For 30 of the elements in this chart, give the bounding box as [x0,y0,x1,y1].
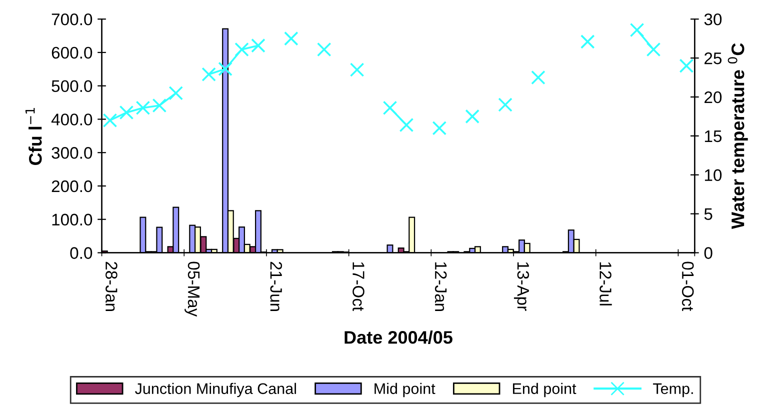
y2-tick-label: 20 [704,91,722,104]
y2-tick-label: 15 [704,130,722,142]
legend-label: Junction Minufiya Canal [135,382,296,398]
x-tick-label: 01-Oct [682,262,694,311]
x-tick-label: 13-Apr [514,262,530,311]
y-tick-label: 200.0 [52,180,92,192]
y-tick-label: 700.0 [52,13,92,26]
y-tick-label: 400.0 [51,114,92,126]
legend-label: Mid point [374,382,436,398]
y2-axis-title: Water temperature $^{0}$C [728,43,748,230]
y-tick-label: 300.0 [52,147,92,159]
y2-tick-label: 10 [704,169,722,182]
y2-tick-label: 30 [704,13,722,26]
x-tick-label: 05-May [184,262,200,317]
x-tick-label: 12-Jul [600,262,612,306]
y2-tick-label: 0 [704,247,712,259]
y-tick-label: 600.0 [52,46,92,59]
legend-label: End point [512,382,576,398]
y-tick-label: 0.0 [70,247,92,259]
y2-tick-label: 25 [704,52,722,64]
legend-label: Temp. [653,383,693,398]
x-tick-label: 28-Jan [106,262,118,311]
y-axis-title: Cfu l$^{−1}$ [25,108,42,165]
x-axis-title: Date 2004/05 [344,330,452,344]
y-tick-label: 500.0 [52,80,92,92]
x-tick-label: 17-Oct [352,262,364,311]
y2-tick-label: 5 [704,208,712,220]
x-tick-label: 21-Jun [270,262,282,311]
x-tick-label: 12-Jan [434,262,447,311]
y-tick-label: 100.0 [52,214,92,226]
